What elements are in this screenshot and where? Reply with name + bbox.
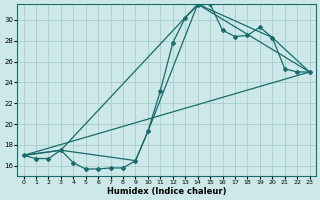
X-axis label: Humidex (Indice chaleur): Humidex (Indice chaleur)	[107, 187, 226, 196]
